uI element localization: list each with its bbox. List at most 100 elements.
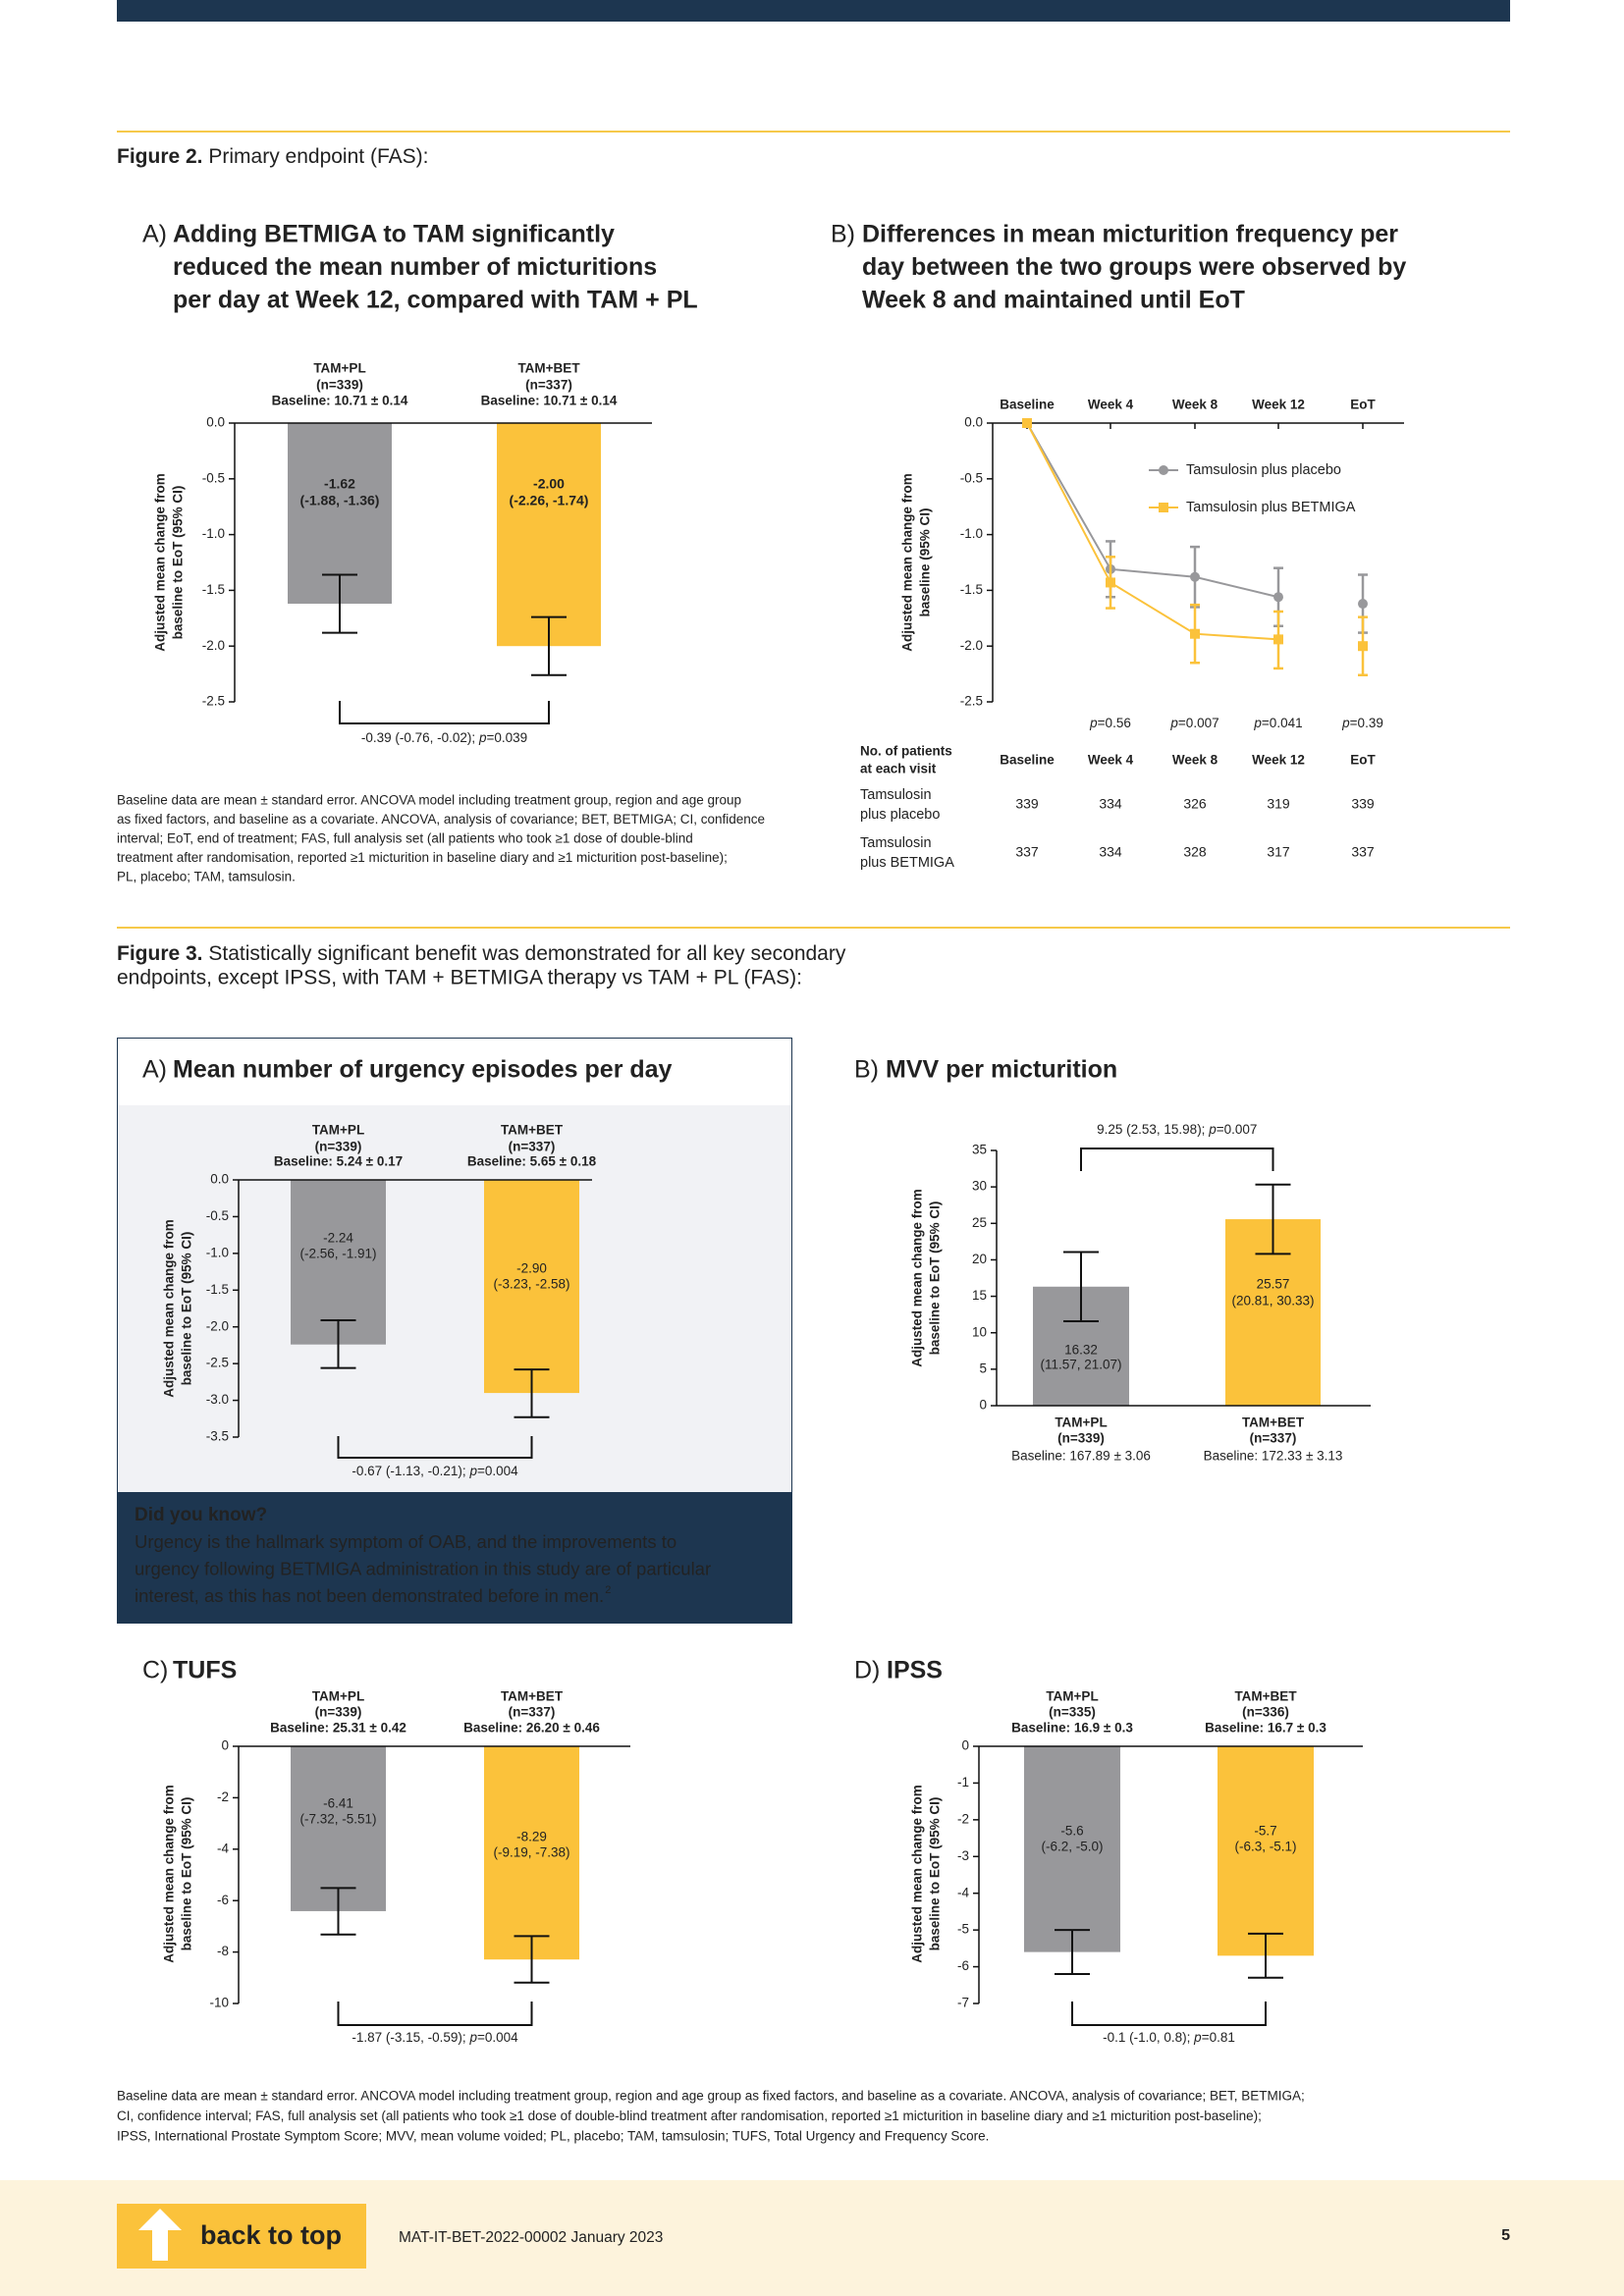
baseline-label: Baseline: 5.24 ± 0.17 [274, 1154, 403, 1169]
comparison-text: -0.67 (-1.13, -0.21); [352, 1464, 469, 1478]
comparison-label: -1.87 (-3.15, -0.59); p=0.004 [352, 2030, 518, 2045]
p-symbol: p [1193, 2030, 1202, 2045]
n-label: (n=339) [315, 1140, 362, 1154]
value-label: -1.62 [324, 476, 355, 492]
legend-label: Tamsulosin plus placebo [1186, 462, 1341, 478]
y-axis-label: baseline (95% CI) [918, 507, 933, 616]
table-column-header: Baseline [1000, 753, 1055, 768]
y-axis-label: Adjusted mean change from [162, 1219, 177, 1398]
comparison-text: -1.87 (-3.15, -0.59); [352, 2030, 469, 2045]
panel-title: reduced the mean number of micturitions [173, 253, 657, 281]
comparison-text: -0.39 (-0.76, -0.02); [361, 730, 479, 745]
panel-letter: A) [142, 1056, 167, 1084]
n-label: (n=339) [316, 378, 363, 393]
p-symbol: p [478, 730, 487, 745]
y-tick-label: 0.0 [210, 1172, 229, 1187]
y-tick-label: -1.5 [206, 1282, 229, 1297]
y-tick-label: 0.0 [964, 415, 983, 430]
y-tick-label: -3 [957, 1848, 969, 1863]
value-label: -2.00 [533, 476, 565, 492]
y-axis-label: baseline to EoT (95% CI) [180, 1232, 194, 1386]
table-header: at each visit [860, 762, 937, 776]
p-symbol: p [1253, 716, 1262, 730]
bar [291, 1746, 386, 1911]
comparison-label: -0.1 (-1.0, 0.8); p=0.81 [1103, 2030, 1235, 2045]
comparison-bracket [1071, 2002, 1267, 2026]
panel-letter: B) [854, 1056, 879, 1084]
marker [1358, 599, 1368, 610]
table-cell: 317 [1267, 844, 1290, 860]
p-value-label: p=0.041 [1253, 716, 1302, 730]
table-cell: 334 [1099, 796, 1122, 812]
p-symbol: p [1169, 716, 1178, 730]
legend-marker [1159, 503, 1168, 512]
y-tick-label: 30 [972, 1179, 987, 1194]
button-label[interactable]: back to top [200, 2220, 342, 2250]
panel-letter: B) [831, 221, 855, 248]
category-label: TAM+PL [312, 1689, 364, 1704]
baseline-label: Baseline: 10.71 ± 0.14 [272, 394, 408, 408]
did-you-know-title: Did you know? [135, 1505, 267, 1525]
y-tick-label: 10 [972, 1324, 987, 1339]
did-you-know-text: interest, as this has not been demonstra… [135, 1585, 604, 1606]
p-symbol: p [468, 2030, 477, 2045]
y-axis-label: baseline to EoT (95% CI) [180, 1797, 194, 1951]
n-label: (n=336) [1242, 1705, 1289, 1720]
comparison-bracket [337, 2002, 533, 2026]
n-label: (n=337) [509, 1140, 556, 1154]
caption-text: Statistically significant benefit was de… [208, 942, 845, 965]
panel-letter: D) [854, 1657, 880, 1684]
table-row-label: plus BETMIGA [860, 855, 954, 871]
comparison-bracket [337, 1436, 533, 1459]
ci-label: (-2.56, -1.91) [299, 1247, 376, 1261]
x-tick-label: Week 8 [1172, 398, 1218, 412]
table-cell: 334 [1099, 844, 1122, 860]
bar [484, 1746, 579, 1960]
y-tick-label: -2 [957, 1811, 969, 1826]
p-value: =0.039 [486, 730, 527, 745]
bar [484, 1180, 579, 1394]
y-tick-label: -4 [957, 1885, 969, 1899]
divider [117, 927, 1510, 929]
y-tick-label: -5 [957, 1922, 969, 1937]
figure-caption: Figure 2. Primary endpoint (FAS): [117, 145, 428, 168]
y-tick-label: -0.5 [960, 470, 983, 485]
y-tick-label: -2.5 [206, 1356, 229, 1370]
panel-title: Mean number of urgency episodes per day [173, 1056, 673, 1084]
value-label: -5.6 [1060, 1824, 1083, 1839]
p-value: =0.56 [1098, 716, 1131, 730]
table-cell: 328 [1183, 844, 1207, 860]
reference: 2 [605, 1584, 611, 1596]
bar [288, 423, 392, 605]
marker [1190, 628, 1200, 639]
y-tick-label: 35 [972, 1143, 987, 1157]
footnote: CI, confidence interval; FAS, full analy… [117, 2109, 1262, 2123]
n-label: (n=335) [1049, 1705, 1096, 1720]
table-cell: 339 [1015, 796, 1039, 812]
p-value: =0.004 [477, 2030, 518, 2045]
y-tick-label: -10 [209, 1996, 229, 2010]
y-tick-label: -2.5 [202, 694, 225, 709]
baseline-label: Baseline: 172.33 ± 3.13 [1204, 1449, 1343, 1464]
category-label: TAM+PL [312, 1123, 364, 1138]
y-tick-label: -4 [217, 1841, 229, 1855]
p-value: =0.81 [1202, 2030, 1235, 2045]
comparison-text: -0.1 (-1.0, 0.8); [1103, 2030, 1194, 2045]
table-row-label: Tamsulosin [860, 835, 932, 851]
y-tick-label: -1.5 [202, 582, 225, 597]
marker [1273, 592, 1283, 603]
value-label: 16.32 [1064, 1343, 1098, 1358]
y-tick-label: 0.0 [206, 415, 225, 430]
divider [117, 131, 1510, 133]
table-row-label: Tamsulosin [860, 787, 932, 803]
baseline-label: Baseline: 16.9 ± 0.3 [1011, 1721, 1133, 1735]
table-cell: 326 [1183, 796, 1207, 812]
marker [1358, 641, 1368, 652]
category-label: TAM+BET [1234, 1689, 1297, 1704]
footnote: Baseline data are mean ± standard error.… [117, 2089, 1305, 2104]
value-label: -8.29 [516, 1830, 547, 1844]
table-column-header: Week 12 [1252, 753, 1305, 768]
panel-letter: C) [142, 1657, 168, 1684]
series-line [1026, 422, 1279, 641]
